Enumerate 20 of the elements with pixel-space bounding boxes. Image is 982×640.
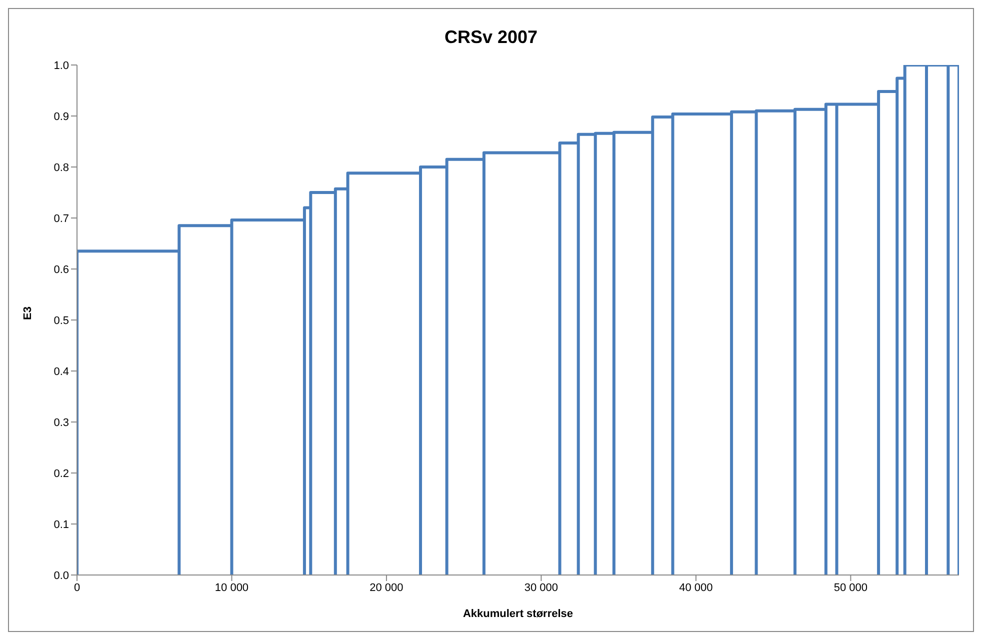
y-tick-label: 0.4 (54, 366, 69, 378)
x-tick-label: 40 000 (679, 582, 713, 594)
chart-title: CRSv 2007 (443, 27, 539, 48)
x-tick-label: 30 000 (524, 582, 558, 594)
y-tick-label: 0.6 (54, 264, 69, 276)
y-tick-label: 0.8 (54, 162, 69, 174)
x-tick-label: 20 000 (370, 582, 404, 594)
x-axis-title: Akkumulert størrelse (462, 608, 574, 620)
y-tick-label: 0.0 (54, 570, 69, 582)
y-tick-label: 0.1 (54, 518, 69, 531)
y-tick-label: 0.9 (54, 110, 69, 123)
y-axis-title: E3 (22, 306, 34, 320)
y-tick-label: 0.7 (54, 212, 69, 225)
y-tick-label: 0.5 (54, 314, 69, 327)
x-tick-label: 50 000 (834, 582, 868, 594)
y-tick-label: 0.3 (54, 416, 69, 429)
y-tick-label: 0.2 (54, 468, 69, 480)
x-tick-label: 10 000 (214, 582, 249, 594)
y-tick-label: 1.0 (54, 60, 69, 72)
x-tick-label: 0 (74, 582, 80, 594)
